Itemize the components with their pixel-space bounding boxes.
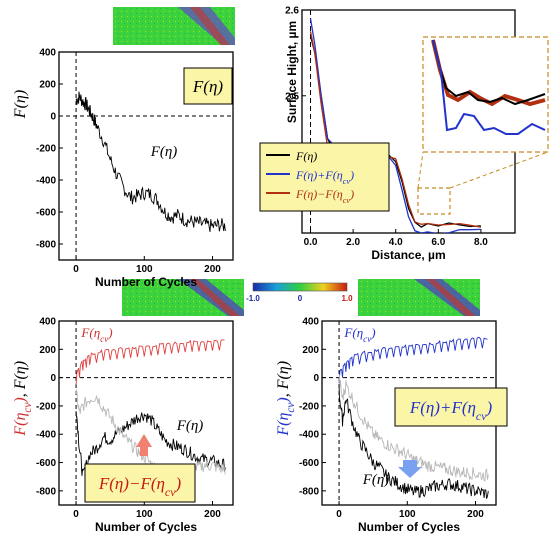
highlight-box [394,387,508,427]
microstructure-image-bottom-right [358,279,480,316]
chart-panel-top-right: 0.0 2.0 4.0 6.0 8.0 2.6 2.5 Distance, µm Surface… [259,6,549,262]
curve-label: F(η) [176,418,204,434]
y-axis-label: F(ηcv), F(η) [12,361,34,437]
x-tick-label: 100 [136,264,153,275]
y-tick-label: 0 [313,373,319,384]
colorbar: -1.0 0 1.0 [246,282,353,303]
y-tick-label: 400 [39,317,56,328]
highlight-box-label: F(η)−F(ηcv) [98,474,182,499]
highlight-box [84,463,196,503]
microstructure-image-top [113,7,235,45]
zoom-region [417,187,451,215]
series-line-1 [75,339,225,385]
x-tick-label: 200 [467,509,484,520]
series-line-3 [338,375,489,482]
y-tick-label: -200 [36,401,56,412]
zoom-inset-series-2 [432,39,546,106]
y-axis-label: Surface Hight, µm [285,21,299,123]
x-tick-label: 100 [136,509,153,520]
chart-panel-bottom-left: 0 100 200 400 200 0 -200 -400 -600 -800 Number of … [12,317,234,534]
x-tick-label: 0.0 [304,237,318,248]
zoom-inset-series-3 [432,39,546,135]
x-axis-label: Number of Cycles [95,520,197,534]
x-axis-label: Distance, µm [371,248,445,262]
colorbar-tick-min: -1.0 [246,294,260,303]
chart-panel-top-left: 0 100 200 400 200 0 -200 -400 -600 -800 Number of … [12,48,234,289]
y-tick-label: -200 [299,401,319,412]
highlight-box [183,67,233,105]
y-tick-label: -800 [299,486,319,497]
y-tick-label: -600 [36,208,56,219]
y-tick-label: -600 [36,458,56,469]
legend-label: F(η) [295,149,317,163]
y-tick-label: 0 [50,373,56,384]
legend-label: F(η)−F(ηcv) [295,187,354,205]
x-tick-label: 6.0 [431,237,445,248]
colorbar-tick-mid: 0 [298,294,303,303]
y-tick-label: 200 [39,80,56,91]
y-tick-label: 0 [50,112,56,123]
zoom-connector [449,151,549,189]
curve-label: F(η) [150,144,178,160]
y-tick-label: 200 [39,345,56,356]
x-tick-label: 0 [73,264,79,275]
top-curve-label: F(ηcv) [80,325,112,344]
down-arrow-marker [398,460,422,478]
y-tick-label: 400 [39,48,56,59]
highlight-box-label: F(η)+F(ηcv) [409,398,493,423]
legend-label: F(η)+F(ηcv) [295,168,354,186]
x-axis-label: Number of Cycles [95,275,197,289]
y-axis-label: F(η) [12,90,29,119]
y-tick-label: 2.5 [285,91,299,102]
series-line-2 [338,386,489,499]
series-line-1 [338,336,488,384]
y-tick-label: -400 [36,430,56,441]
y-tick-label: -400 [299,430,319,441]
series-line-3 [75,388,226,481]
x-tick-label: 2.0 [346,237,360,248]
y-tick-label: -800 [36,486,56,497]
legend: F(η) F(η)+F(ηcv)F(η)−F(ηcv) [259,142,390,212]
y-tick-label: -800 [36,240,56,251]
y-tick-label: -200 [36,144,56,155]
top-curve-label: F(ηcv) [343,325,375,344]
plot-area [58,320,234,506]
y-tick-label: 2.6 [285,6,299,17]
colorbar-tick-max: 1.0 [341,294,353,303]
series-line-1 [75,91,226,232]
x-tick-label: 200 [204,264,221,275]
x-tick-label: 100 [399,509,416,520]
up-arrow-marker [136,434,152,456]
microstructure-image-bottom-left [122,279,244,316]
y-axis-label: F(ηcv), F(η) [275,361,297,437]
curve-label: F(η) [362,472,390,488]
x-tick-label: 0 [336,509,342,520]
y-tick-label: -600 [299,458,319,469]
zoom-inset [422,36,549,153]
x-tick-label: 8.0 [474,237,488,248]
zoom-connector [417,151,424,189]
x-tick-label: 0 [73,509,79,520]
series-line-2 [309,18,481,233]
plot-area [58,51,234,261]
y-tick-label: 200 [302,345,319,356]
y-tick-label: 400 [302,317,319,328]
y-tick-label: -400 [36,176,56,187]
highlight-box-label: F(η) [192,77,223,96]
x-axis-label: Number of Cycles [358,520,460,534]
chart-panel-bottom-right: 0 100 200 400 200 0 -200 -400 -600 -800 Number of … [275,317,508,534]
x-tick-label: 4.0 [389,237,403,248]
x-tick-label: 200 [204,509,221,520]
